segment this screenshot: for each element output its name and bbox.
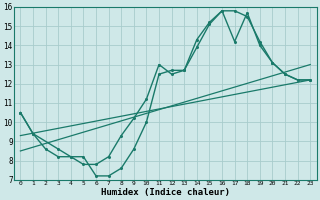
X-axis label: Humidex (Indice chaleur): Humidex (Indice chaleur) (101, 188, 230, 197)
